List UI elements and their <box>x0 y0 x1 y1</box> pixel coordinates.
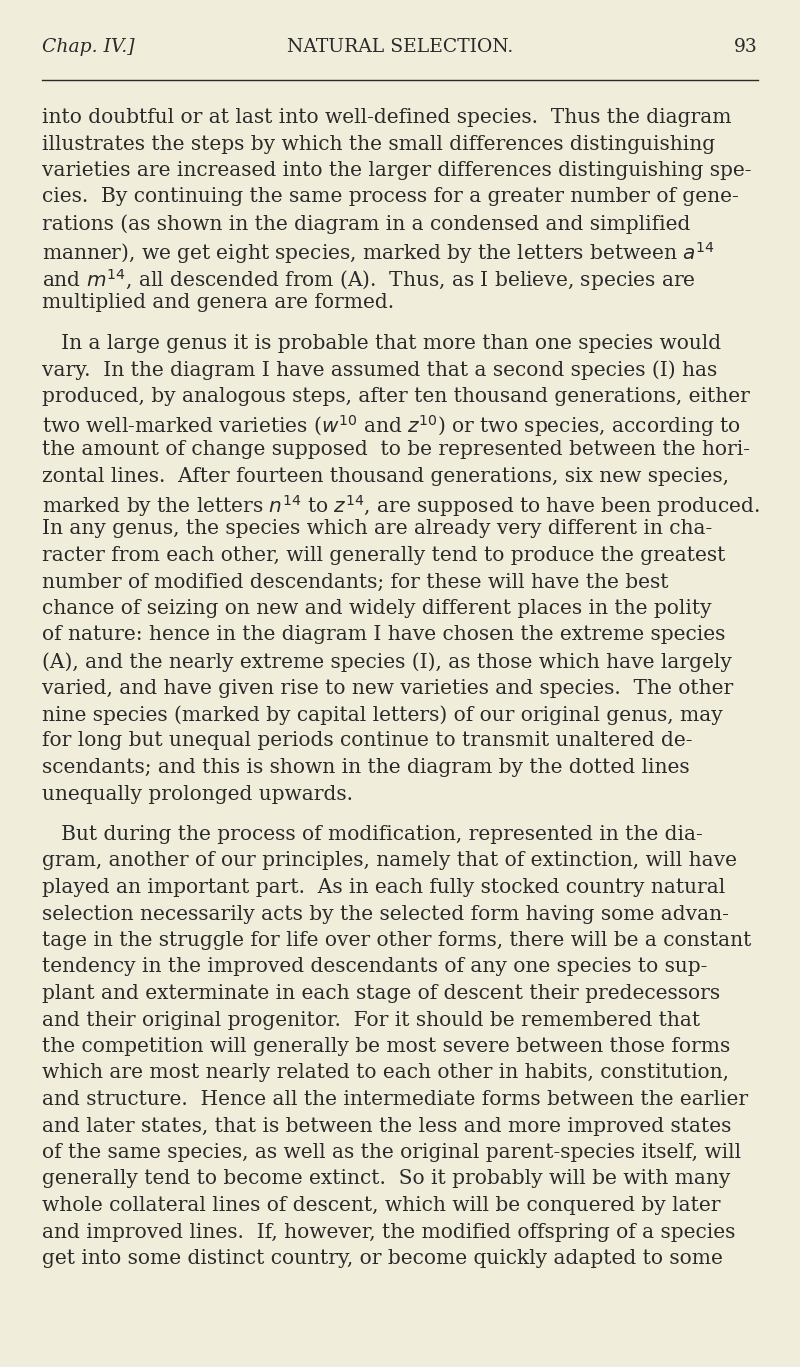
Text: played an important part.  As in each fully stocked country natural: played an important part. As in each ful… <box>42 878 726 897</box>
Text: scendants; and this is shown in the diagram by the dotted lines: scendants; and this is shown in the diag… <box>42 757 690 776</box>
Text: rations (as shown in the diagram in a condensed and simplified: rations (as shown in the diagram in a co… <box>42 215 690 234</box>
Text: zontal lines.  After fourteen thousand generations, six new species,: zontal lines. After fourteen thousand ge… <box>42 466 729 485</box>
Text: marked by the letters $n^{14}$ to $z^{14}$, are supposed to have been produced.: marked by the letters $n^{14}$ to $z^{14… <box>42 493 760 519</box>
Text: generally tend to become extinct.  So it probably will be with many: generally tend to become extinct. So it … <box>42 1170 730 1188</box>
Text: chance of seizing on new and widely different places in the polity: chance of seizing on new and widely diff… <box>42 599 712 618</box>
Text: tendency in the improved descendants of any one species to sup-: tendency in the improved descendants of … <box>42 957 707 976</box>
Text: unequally prolonged upwards.: unequally prolonged upwards. <box>42 785 353 804</box>
Text: whole collateral lines of descent, which will be conquered by later: whole collateral lines of descent, which… <box>42 1196 721 1215</box>
Text: vary.  In the diagram I have assumed that a second species (I) has: vary. In the diagram I have assumed that… <box>42 361 718 380</box>
Text: of nature: hence in the diagram I have chosen the extreme species: of nature: hence in the diagram I have c… <box>42 626 726 644</box>
Text: and later states, that is between the less and more improved states: and later states, that is between the le… <box>42 1117 731 1136</box>
Text: for long but unequal periods continue to transmit unaltered de-: for long but unequal periods continue to… <box>42 731 693 750</box>
Text: produced, by analogous steps, after ten thousand generations, either: produced, by analogous steps, after ten … <box>42 387 750 406</box>
Text: of the same species, as well as the original parent-species itself, will: of the same species, as well as the orig… <box>42 1143 741 1162</box>
Text: varieties are increased into the larger differences distinguishing spe-: varieties are increased into the larger … <box>42 161 751 180</box>
Text: nine species (marked by capital letters) of our original genus, may: nine species (marked by capital letters)… <box>42 705 722 725</box>
Text: In a large genus it is probable that more than one species would: In a large genus it is probable that mor… <box>42 334 721 353</box>
Text: number of modified descendants; for these will have the best: number of modified descendants; for thes… <box>42 573 669 592</box>
Text: gram, another of our principles, namely that of extinction, will have: gram, another of our principles, namely … <box>42 852 737 871</box>
Text: and their original progenitor.  For it should be remembered that: and their original progenitor. For it sh… <box>42 1010 700 1029</box>
Text: and structure.  Hence all the intermediate forms between the earlier: and structure. Hence all the intermediat… <box>42 1089 748 1109</box>
Text: and improved lines.  If, however, the modified offspring of a species: and improved lines. If, however, the mod… <box>42 1222 735 1241</box>
Text: NATURAL SELECTION.: NATURAL SELECTION. <box>287 38 513 56</box>
Text: manner), we get eight species, marked by the letters between $a^{14}$: manner), we get eight species, marked by… <box>42 241 715 267</box>
Text: and $m^{14}$, all descended from (A).  Thus, as I believe, species are: and $m^{14}$, all descended from (A). Th… <box>42 267 696 293</box>
Text: Chap. IV.]: Chap. IV.] <box>42 38 134 56</box>
Text: get into some distinct country, or become quickly adapted to some: get into some distinct country, or becom… <box>42 1249 723 1269</box>
Text: But during the process of modification, represented in the dia-: But during the process of modification, … <box>42 826 702 843</box>
Text: racter from each other, will generally tend to produce the greatest: racter from each other, will generally t… <box>42 545 726 565</box>
Text: selection necessarily acts by the selected form having some advan-: selection necessarily acts by the select… <box>42 905 729 924</box>
Text: illustrates the steps by which the small differences distinguishing: illustrates the steps by which the small… <box>42 134 715 153</box>
Text: (A), and the nearly extreme species (I), as those which have largely: (A), and the nearly extreme species (I),… <box>42 652 732 671</box>
Text: In any genus, the species which are already very different in cha-: In any genus, the species which are alre… <box>42 519 712 539</box>
Text: the competition will generally be most severe between those forms: the competition will generally be most s… <box>42 1038 730 1055</box>
Text: the amount of change supposed  to be represented between the hori-: the amount of change supposed to be repr… <box>42 440 750 459</box>
Text: 93: 93 <box>734 38 758 56</box>
Text: which are most nearly related to each other in habits, constitution,: which are most nearly related to each ot… <box>42 1064 729 1083</box>
Text: two well-marked varieties ($w^{10}$ and $z^{10}$) or two species, according to: two well-marked varieties ($w^{10}$ and … <box>42 413 741 439</box>
Text: tage in the struggle for life over other forms, there will be a constant: tage in the struggle for life over other… <box>42 931 751 950</box>
Text: plant and exterminate in each stage of descent their predecessors: plant and exterminate in each stage of d… <box>42 984 720 1003</box>
Text: varied, and have given rise to new varieties and species.  The other: varied, and have given rise to new varie… <box>42 678 734 697</box>
Text: cies.  By continuing the same process for a greater number of gene-: cies. By continuing the same process for… <box>42 187 738 206</box>
Text: multiplied and genera are formed.: multiplied and genera are formed. <box>42 294 394 313</box>
Text: into doubtful or at last into well-defined species.  Thus the diagram: into doubtful or at last into well-defin… <box>42 108 731 127</box>
